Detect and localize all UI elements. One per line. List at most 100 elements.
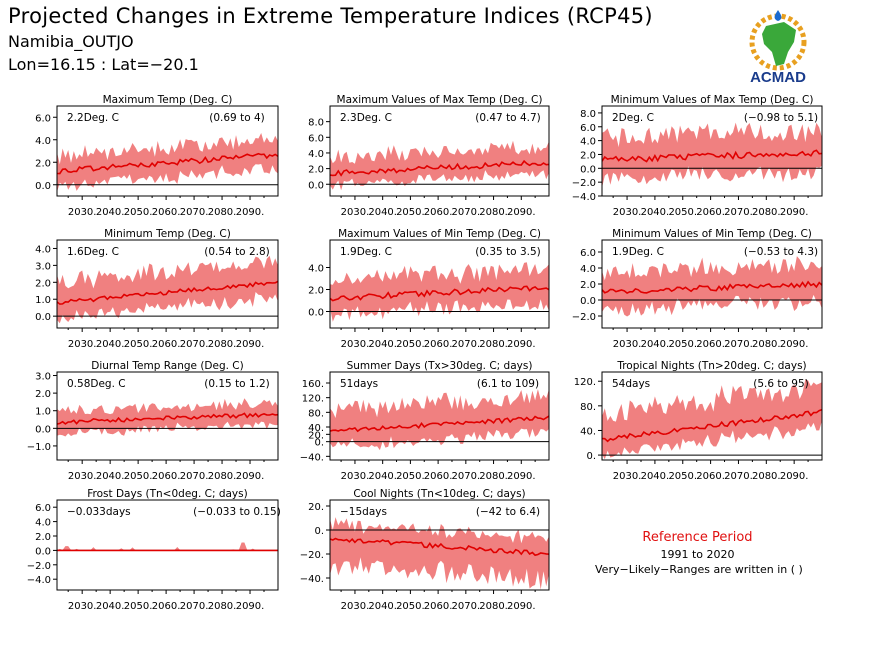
y-tick-label: 6.0 bbox=[580, 248, 596, 259]
plot-frame bbox=[329, 371, 550, 461]
y-tick-label: 20. bbox=[308, 430, 324, 441]
y-tick-label: 2.0 bbox=[35, 158, 51, 169]
x-tick-label: 2040. bbox=[641, 471, 670, 482]
x-tick-label: 2040. bbox=[96, 601, 125, 612]
chart-panel-2: 0.0 2.0 4.0 6.0 8.0 2030. 2040. 2050. 2060. 2070.… bbox=[308, 94, 550, 218]
y-tick-label: 0.0 bbox=[308, 308, 324, 319]
x-tick-label: 2040. bbox=[96, 471, 125, 482]
y-tick-label: 0.0 bbox=[35, 181, 51, 192]
chart-panel-5: 0.0 2.0 4.0 2030. 2040. 2050. 2060. 2070. 2080. 2… bbox=[308, 228, 550, 350]
likely-range-label: (0.35 to 3.5) bbox=[475, 246, 541, 258]
y-tick-label: 0. bbox=[586, 451, 596, 462]
y-tick-label: 4.0 bbox=[580, 264, 596, 275]
plot-frame bbox=[56, 371, 279, 461]
median-change-line bbox=[602, 408, 822, 443]
x-tick-label: 2060. bbox=[424, 601, 453, 612]
x-tick-label: 2060. bbox=[696, 207, 725, 218]
x-tick-label: 2060. bbox=[696, 339, 725, 350]
chart-title: Tropical Nights (Tn>20deg. C; days) bbox=[616, 360, 806, 372]
y-tick-label: 4.0 bbox=[580, 137, 596, 148]
x-tick-label: 2040. bbox=[368, 601, 397, 612]
x-tick-label: 2060. bbox=[696, 471, 725, 482]
y-tick-label: 4.0 bbox=[35, 136, 51, 147]
y-tick-label: 0. bbox=[314, 438, 324, 449]
likely-range-label: (0.54 to 2.8) bbox=[204, 246, 270, 258]
y-tick-label: 1.0 bbox=[35, 407, 51, 418]
africa-shape-icon bbox=[762, 22, 796, 66]
reference-period-title: Reference Period bbox=[642, 530, 753, 545]
page-title: Projected Changes in Extreme Temperature… bbox=[8, 4, 653, 28]
x-tick-label: 2070. bbox=[452, 207, 481, 218]
likely-range-band bbox=[57, 255, 278, 324]
x-tick-label: 2080. bbox=[752, 471, 781, 482]
x-tick-label: 2080. bbox=[208, 207, 237, 218]
y-tick-label: 120. bbox=[574, 377, 596, 388]
y-tick-label: 6.0 bbox=[35, 113, 51, 124]
x-tick-label: 2030. bbox=[341, 471, 370, 482]
x-tick-label: 2070. bbox=[180, 601, 209, 612]
chart-title: Minimum Temp (Deg. C) bbox=[104, 228, 231, 240]
likely-range-band bbox=[330, 517, 549, 590]
likely-range-label: (0.69 to 4) bbox=[209, 112, 264, 124]
x-tick-label: 2050. bbox=[124, 471, 153, 482]
x-tick-label: 2050. bbox=[396, 207, 425, 218]
y-tick-label: 0.0 bbox=[35, 546, 51, 557]
x-tick-label: 2090. bbox=[236, 471, 265, 482]
y-tick-label: −4.0 bbox=[27, 575, 51, 586]
x-tick-label: 2070. bbox=[724, 471, 753, 482]
x-tick-label: 2030. bbox=[341, 339, 370, 350]
x-tick-label: 2080. bbox=[479, 601, 508, 612]
x-tick-label: 2030. bbox=[68, 471, 97, 482]
x-tick-label: 2060. bbox=[424, 207, 453, 218]
chart-panel-1: 0.0 2.0 4.0 6.0 2030. 2040. 2050. 2060. 2070. 208… bbox=[35, 94, 279, 218]
plot-frame bbox=[56, 105, 279, 197]
y-tick-label: 0.0 bbox=[35, 424, 51, 435]
median-value-label: 0.58Deg. C bbox=[67, 378, 126, 390]
likely-range-label: (0.47 to 4.7) bbox=[475, 112, 541, 124]
x-tick-label: 2030. bbox=[68, 339, 97, 350]
likely-range-band bbox=[57, 398, 278, 437]
x-tick-label: 2070. bbox=[724, 339, 753, 350]
plot-frame bbox=[601, 105, 823, 197]
x-tick-label: 2070. bbox=[180, 339, 209, 350]
chart-title: Maximum Temp (Deg. C) bbox=[103, 94, 233, 106]
x-tick-label: 2030. bbox=[68, 601, 97, 612]
likely-range-label: (6.1 to 109) bbox=[477, 378, 539, 390]
x-tick-label: 2080. bbox=[479, 207, 508, 218]
chart-panel-11: −40.−20.0.20.2030. 2040. 2050. 2060. 2070. 20… bbox=[300, 488, 550, 612]
chart-title: Cool Nights (Tn<10deg. C; days) bbox=[353, 488, 525, 500]
y-tick-label: 6.0 bbox=[35, 503, 51, 514]
y-tick-label: 120. bbox=[302, 394, 324, 405]
logo-text: ACMAD bbox=[750, 69, 806, 86]
y-tick-label: 0. bbox=[314, 526, 324, 537]
median-value-label: −15days bbox=[340, 506, 387, 518]
water-drop-icon bbox=[774, 10, 782, 21]
x-tick-label: 2040. bbox=[368, 471, 397, 482]
y-tick-label: 0.0 bbox=[308, 180, 324, 191]
y-tick-label: 2.0 bbox=[308, 286, 324, 297]
x-tick-label: 2090. bbox=[780, 339, 809, 350]
y-tick-label: 6.0 bbox=[308, 133, 324, 144]
likely-range-band bbox=[330, 140, 549, 191]
y-tick-label: 0.0 bbox=[35, 312, 51, 323]
x-tick-label: 2070. bbox=[180, 207, 209, 218]
median-change-line bbox=[330, 415, 549, 433]
y-tick-label: 2.0 bbox=[35, 532, 51, 543]
x-tick-label: 2060. bbox=[152, 207, 181, 218]
x-tick-label: 2050. bbox=[124, 339, 153, 350]
region-name: Namibia_OUTJO bbox=[8, 32, 134, 51]
median-change-line bbox=[602, 280, 822, 295]
x-tick-label: 2060. bbox=[152, 601, 181, 612]
likely-range-band bbox=[57, 542, 278, 551]
x-tick-label: 2050. bbox=[668, 471, 697, 482]
x-tick-label: 2030. bbox=[613, 471, 642, 482]
likely-range-label: (5.6 to 95) bbox=[753, 378, 808, 390]
median-value-label: 54days bbox=[612, 378, 650, 390]
y-tick-label: 4.0 bbox=[35, 244, 51, 255]
x-tick-label: 2070. bbox=[452, 339, 481, 350]
median-value-label: 2.2Deg. C bbox=[67, 112, 119, 124]
likely-range-band bbox=[330, 262, 549, 322]
chart-panel-10: −4.0 −2.0 0.0 2.0 4.0 6.0 2030. 2040. 2050. 2060.… bbox=[27, 488, 281, 612]
median-value-label: 2Deg. C bbox=[612, 112, 654, 124]
